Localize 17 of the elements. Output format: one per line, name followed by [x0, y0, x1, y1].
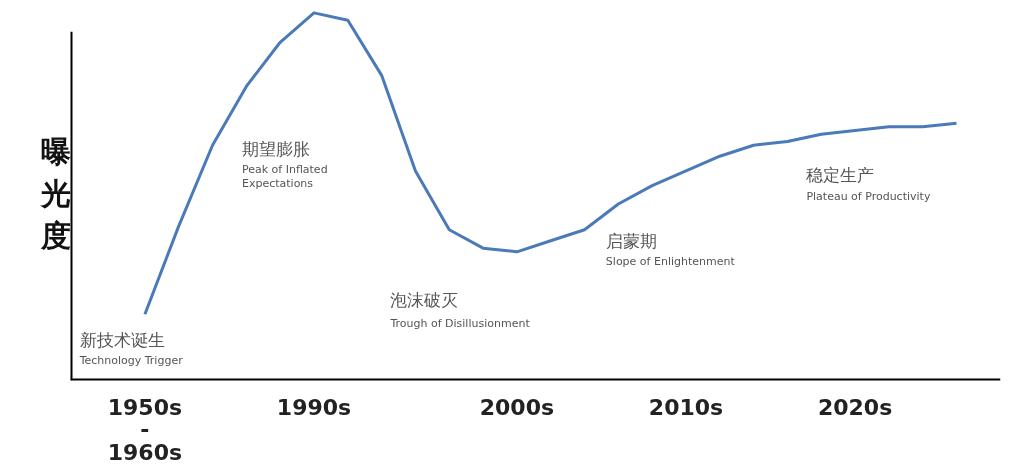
annotation: Peak of Inflated — [241, 162, 328, 176]
annotation: Technology Trigger — [78, 353, 184, 367]
x-tick-label: 1990s — [276, 394, 352, 420]
x-tick-label: 1950s - 1960s — [107, 394, 183, 465]
annotation: Slope of Enlightenment — [605, 254, 736, 268]
x-tick-label: 2010s — [648, 394, 724, 420]
annotation: Trough of Disillusionment — [389, 317, 531, 331]
annotation: Plateau of Productivity — [806, 190, 931, 204]
y-axis-title: 曝光度 — [38, 133, 71, 253]
annotation: 稳定生产 — [806, 164, 875, 185]
annotation: 启蒙期 — [605, 230, 657, 251]
annotation: 期望膨胀 — [241, 138, 310, 159]
annotation: Expectations — [241, 177, 314, 191]
x-tick-label: 2000s — [479, 394, 555, 420]
annotation: 泡沫破灭 — [390, 289, 459, 310]
annotation: 新技术诞生 — [79, 330, 165, 351]
x-tick-label: 2020s — [817, 394, 893, 420]
